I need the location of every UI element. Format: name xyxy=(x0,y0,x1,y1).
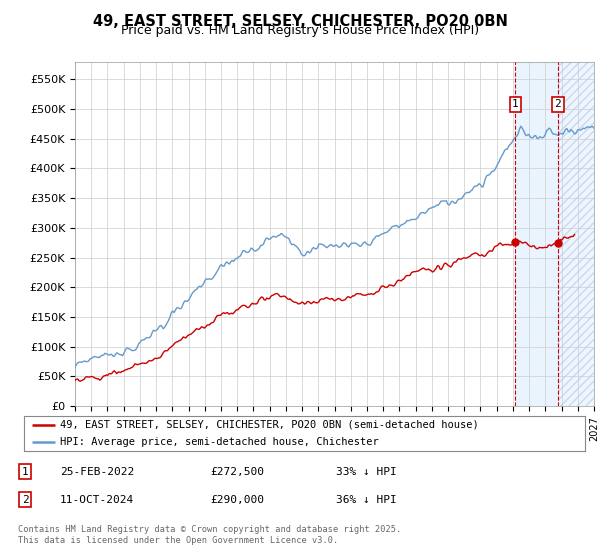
Bar xyxy=(558,62,594,406)
Text: 49, EAST STREET, SELSEY, CHICHESTER, PO20 0BN (semi-detached house): 49, EAST STREET, SELSEY, CHICHESTER, PO2… xyxy=(61,420,479,430)
Text: 49, EAST STREET, SELSEY, CHICHESTER, PO20 0BN: 49, EAST STREET, SELSEY, CHICHESTER, PO2… xyxy=(92,14,508,29)
Text: 33% ↓ HPI: 33% ↓ HPI xyxy=(336,466,397,477)
Text: 36% ↓ HPI: 36% ↓ HPI xyxy=(336,494,397,505)
Text: Contains HM Land Registry data © Crown copyright and database right 2025.
This d: Contains HM Land Registry data © Crown c… xyxy=(18,525,401,545)
Text: £290,000: £290,000 xyxy=(210,494,264,505)
Text: 2: 2 xyxy=(554,99,562,109)
Text: 2: 2 xyxy=(22,494,29,505)
Bar xyxy=(515,62,558,406)
Text: 11-OCT-2024: 11-OCT-2024 xyxy=(60,494,134,505)
Text: HPI: Average price, semi-detached house, Chichester: HPI: Average price, semi-detached house,… xyxy=(61,437,379,447)
Text: 1: 1 xyxy=(512,99,518,109)
Text: £272,500: £272,500 xyxy=(210,466,264,477)
Text: Price paid vs. HM Land Registry's House Price Index (HPI): Price paid vs. HM Land Registry's House … xyxy=(121,24,479,36)
Text: 25-FEB-2022: 25-FEB-2022 xyxy=(60,466,134,477)
Text: 1: 1 xyxy=(22,466,29,477)
